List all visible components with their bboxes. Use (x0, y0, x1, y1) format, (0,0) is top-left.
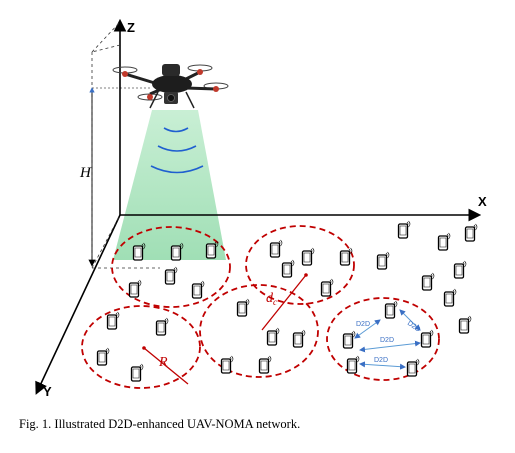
phone-icon (420, 329, 434, 348)
phone-icon (346, 355, 360, 374)
distance-line (261, 274, 307, 331)
d2d-label-3: D2D (380, 337, 394, 344)
signal-waves (150, 127, 204, 174)
radius-line (143, 347, 189, 385)
phone-icon (376, 251, 390, 270)
phone-icon (421, 272, 435, 291)
uav-noma-diagram: Z X Y H (35, 18, 487, 399)
phone-icon (458, 315, 472, 334)
phone-icon (342, 330, 356, 349)
phone-icon (236, 298, 250, 317)
phone-icon (130, 363, 144, 382)
uav-drone-icon (112, 64, 229, 109)
d2d-label-4: D2D (374, 357, 388, 364)
height-label: H (79, 165, 92, 181)
phone-icon (258, 355, 272, 374)
phone-icon (443, 288, 457, 307)
phone-icon (384, 300, 398, 319)
distance-label: dc (266, 291, 277, 307)
phone-icon (269, 239, 283, 258)
cluster-1 (111, 226, 231, 308)
d2d-label-2: D2D (406, 320, 421, 334)
phone-icon (220, 355, 234, 374)
phone-icon (164, 266, 178, 285)
cluster-5 (326, 297, 440, 381)
phone-icon (266, 327, 280, 346)
phone-icon (339, 247, 353, 266)
phone-icon (397, 220, 411, 239)
phone-icon (128, 279, 142, 298)
axes (35, 18, 482, 395)
cluster-4 (199, 284, 319, 378)
figure-caption: Fig. 1. Illustrated D2D-enhanced UAV-NOM… (19, 417, 301, 431)
phone-icon (106, 311, 120, 330)
phone-icon (281, 259, 295, 278)
cluster-3 (81, 305, 201, 389)
x-axis-label: X (478, 194, 487, 209)
cluster-2 (245, 225, 355, 305)
phone-icon (155, 317, 169, 336)
uav-beam (113, 110, 226, 260)
phone-icon (406, 358, 420, 377)
phone-icon (437, 232, 451, 251)
d2d-links (354, 309, 421, 370)
phone-icon (453, 260, 467, 279)
phone-icon (191, 280, 205, 299)
z-axis-label: Z (127, 20, 135, 35)
clusters (81, 225, 440, 389)
phone-icon (464, 223, 478, 242)
phone-icon (292, 329, 306, 348)
radius-label: R (158, 355, 168, 370)
y-axis-label: Y (43, 384, 52, 399)
phone-icon (301, 247, 315, 266)
phone-icon (320, 278, 334, 297)
phone-icon (96, 347, 110, 366)
d2d-label-1: D2D (356, 321, 370, 328)
